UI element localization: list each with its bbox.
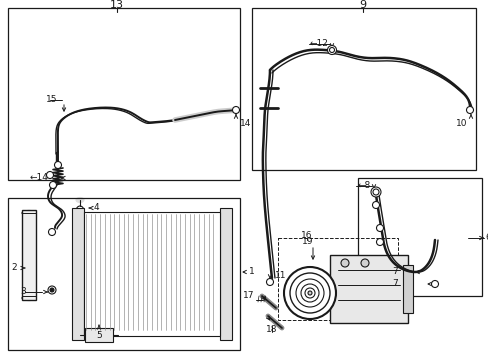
Circle shape [466, 107, 472, 113]
Text: ←14: ←14 [30, 174, 49, 183]
Circle shape [305, 288, 314, 298]
Text: 7: 7 [391, 279, 397, 288]
Text: 14: 14 [240, 120, 251, 129]
Text: 5: 5 [96, 332, 102, 341]
Bar [8, 8, 240, 180]
Ellipse shape [76, 198, 84, 202]
Bar [329, 255, 407, 323]
Circle shape [370, 187, 380, 197]
Circle shape [289, 273, 329, 313]
Text: 4: 4 [94, 203, 100, 212]
Text: 11: 11 [274, 270, 286, 279]
Circle shape [372, 202, 379, 208]
Circle shape [50, 288, 54, 292]
Text: ←8: ←8 [357, 181, 370, 190]
Bar [220, 208, 231, 340]
Bar [251, 8, 475, 170]
Bar [22, 210, 36, 300]
Text: 15: 15 [46, 95, 58, 104]
Text: 10: 10 [455, 120, 467, 129]
Circle shape [284, 267, 335, 319]
Text: 16: 16 [301, 231, 312, 240]
Bar [278, 238, 397, 320]
Circle shape [48, 229, 55, 235]
Circle shape [54, 162, 61, 168]
Bar [402, 265, 412, 313]
Text: 6: 6 [484, 234, 488, 243]
Circle shape [301, 284, 318, 302]
Circle shape [340, 259, 348, 267]
Circle shape [232, 107, 239, 113]
Circle shape [295, 279, 324, 307]
Bar [357, 178, 481, 296]
Circle shape [48, 286, 56, 294]
Text: 3: 3 [20, 288, 26, 297]
Text: 17: 17 [242, 292, 253, 301]
Circle shape [376, 225, 383, 231]
Circle shape [327, 45, 336, 54]
Text: 9: 9 [359, 0, 366, 10]
Circle shape [46, 171, 53, 179]
Text: 2: 2 [11, 264, 17, 273]
Bar [84, 212, 220, 336]
Bar [8, 198, 240, 350]
Circle shape [307, 291, 311, 295]
Text: 1: 1 [248, 267, 254, 276]
Text: 19: 19 [302, 238, 313, 247]
Text: ←12: ←12 [309, 40, 328, 49]
Circle shape [372, 189, 378, 195]
Text: 7: 7 [391, 267, 397, 276]
Text: 18: 18 [265, 325, 277, 334]
Circle shape [266, 279, 273, 285]
Circle shape [49, 181, 57, 189]
Bar [72, 208, 84, 340]
Circle shape [376, 238, 383, 246]
Bar [85, 328, 113, 342]
Text: 13: 13 [110, 0, 124, 10]
Circle shape [360, 259, 368, 267]
Circle shape [430, 280, 438, 288]
Circle shape [329, 48, 334, 53]
